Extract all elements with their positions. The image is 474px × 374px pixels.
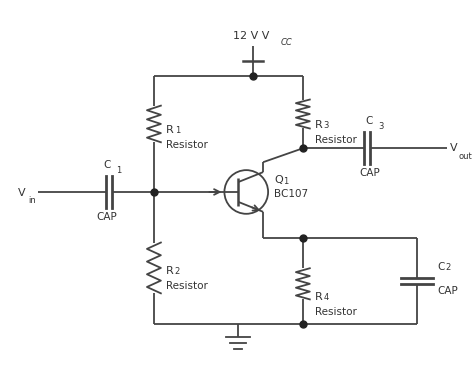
Text: in: in [28, 196, 36, 205]
Text: CAP: CAP [359, 168, 380, 178]
Text: 1: 1 [283, 177, 288, 186]
Text: 2: 2 [446, 263, 451, 272]
Text: V: V [450, 143, 457, 153]
Text: 1: 1 [116, 166, 121, 175]
Text: Resistor: Resistor [315, 135, 356, 145]
Text: R: R [166, 266, 173, 276]
Text: 3: 3 [324, 122, 329, 131]
Text: C: C [103, 160, 111, 170]
Text: 4: 4 [324, 293, 329, 302]
Text: Resistor: Resistor [315, 307, 356, 317]
Text: 1: 1 [175, 126, 180, 135]
Text: V: V [18, 188, 26, 198]
Text: Q: Q [274, 175, 283, 185]
Text: 2: 2 [175, 267, 180, 276]
Text: C: C [437, 262, 444, 272]
Text: C: C [366, 116, 373, 126]
Text: R: R [315, 292, 322, 302]
Text: Resistor: Resistor [166, 281, 208, 291]
Text: CAP: CAP [437, 286, 458, 296]
Text: R: R [166, 125, 173, 135]
Text: out: out [459, 152, 473, 161]
Text: 12 V V: 12 V V [233, 31, 269, 41]
Text: CAP: CAP [97, 212, 118, 222]
Text: BC107: BC107 [274, 189, 308, 199]
Text: Resistor: Resistor [166, 140, 208, 150]
Text: 3: 3 [378, 122, 383, 131]
Text: CC: CC [281, 38, 293, 47]
Text: R: R [315, 120, 322, 131]
